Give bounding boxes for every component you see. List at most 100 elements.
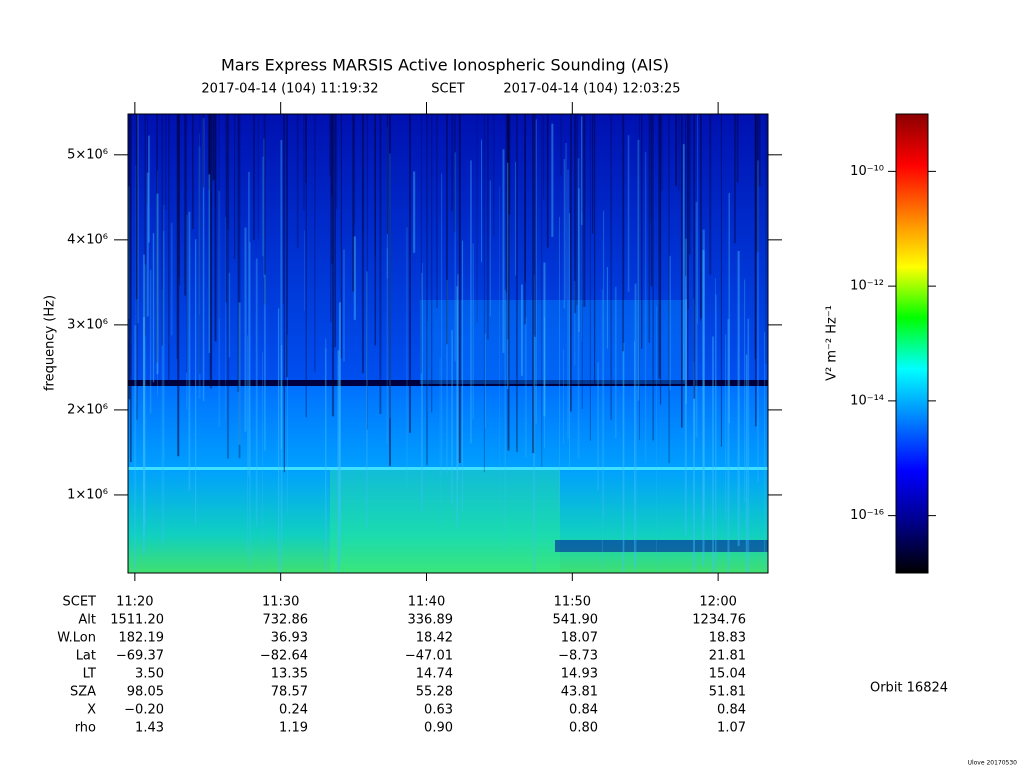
ephemeris-value: 541.90: [553, 613, 599, 628]
spectrogram-texture: [757, 160, 759, 482]
spectrogram-texture: [339, 301, 341, 564]
spectrogram-texture: [472, 243, 474, 420]
footer: Ulove 20170530: [968, 760, 1018, 767]
x-tick-label: 11:30: [262, 595, 299, 610]
spectrogram-texture: [374, 114, 376, 257]
spectrogram-texture: [420, 300, 685, 384]
ephemeris-value: 1234.76: [692, 613, 746, 628]
spectrogram-texture: [650, 114, 653, 287]
spectrogram-texture: [152, 233, 155, 383]
spectrogram-texture: [493, 114, 495, 237]
spectrogram-texture: [128, 467, 768, 470]
spectrogram-texture: [747, 318, 750, 573]
spectrogram-texture: [343, 249, 345, 362]
spectrogram-texture: [283, 114, 285, 473]
spectrogram-texture: [199, 133, 200, 316]
spectrogram-texture: [331, 114, 335, 417]
spectrogram-texture: [601, 289, 603, 573]
spectrogram-texture: [754, 114, 757, 427]
spectrogram-texture: [544, 317, 546, 448]
spectrogram-texture: [446, 114, 448, 345]
spectrogram-texture: [422, 262, 423, 501]
ephemeris-value: −47.01: [405, 649, 453, 664]
spectrogram-texture: [687, 114, 689, 380]
spectrogram-texture: [543, 114, 545, 200]
spectrogram-texture: [641, 114, 643, 349]
spectrogram-texture: [361, 114, 364, 374]
spectrogram-texture: [551, 123, 554, 237]
spectrogram-texture: [507, 162, 509, 390]
spectrogram-texture: [532, 114, 535, 454]
spectrogram-texture: [426, 321, 428, 412]
spectrogram-texture: [161, 114, 164, 346]
spectrogram-texture: [714, 278, 716, 567]
y-axis-label: frequency (Hz): [43, 295, 58, 391]
spectrogram-texture: [156, 193, 159, 375]
spectrogram-texture: [305, 114, 308, 418]
spectrogram-texture: [286, 114, 288, 378]
ephemeris-value: 0.84: [569, 703, 598, 718]
spectrogram-texture: [505, 114, 507, 293]
spectrogram-texture: [454, 152, 457, 362]
colorbar-frame: [895, 113, 929, 574]
spectrogram-texture: [420, 114, 422, 374]
spectrogram-texture: [188, 211, 191, 491]
spectrogram-texture: [700, 114, 701, 321]
spectrogram-texture: [194, 239, 197, 525]
spectrogram-texture: [304, 230, 305, 311]
spectrogram-texture: [456, 286, 458, 528]
ephemeris-value: 14.74: [416, 667, 453, 682]
spectrogram-texture: [743, 279, 746, 503]
spectrogram-texture: [650, 114, 652, 223]
spectrogram-texture: [305, 114, 307, 183]
ephemeris-value: 0.80: [569, 721, 598, 736]
x-tick-label: 11:20: [116, 595, 153, 610]
spectrogram-texture: [262, 156, 264, 257]
spectrogram-texture: [754, 114, 757, 360]
ephemeris-label: Alt: [78, 613, 96, 628]
spectrogram: [128, 114, 768, 573]
spectrogram-texture: [581, 116, 583, 226]
orbit-label: Orbit 16824: [870, 681, 948, 696]
spectrogram-texture: [656, 306, 657, 573]
ephemeris-value: −8.73: [558, 649, 598, 664]
spectrogram-texture: [135, 114, 138, 300]
spectrogram-texture: [248, 171, 250, 477]
spectrogram-texture: [227, 114, 229, 230]
spectrogram-texture: [362, 114, 364, 235]
spectrogram-texture: [421, 272, 423, 512]
spectrogram-texture: [225, 114, 227, 303]
spectrogram-texture: [736, 114, 739, 183]
spectrogram-texture: [186, 214, 188, 410]
spectrogram-texture: [560, 114, 562, 176]
spectrogram-texture: [331, 114, 333, 196]
chart-title: Mars Express MARSIS Active Ionospheric S…: [221, 56, 669, 75]
spectrogram-texture: [263, 274, 266, 451]
spectrogram-texture: [661, 114, 663, 191]
spectrogram-texture: [208, 114, 211, 175]
spectrogram-texture: [255, 258, 258, 528]
spectrogram-texture: [687, 114, 689, 310]
spectrogram-texture: [198, 146, 201, 399]
spectrogram-texture: [692, 298, 695, 573]
spectrogram-texture: [178, 114, 180, 285]
ephemeris-value: 21.81: [709, 649, 746, 664]
spectrogram-texture: [682, 144, 685, 381]
ephemeris-value: 0.24: [279, 703, 308, 718]
spectrogram-texture: [286, 334, 288, 515]
spectrogram-texture: [225, 217, 227, 421]
spectrogram-texture: [431, 114, 433, 413]
spectrogram-texture: [634, 283, 637, 567]
spectrogram-texture: [192, 114, 194, 230]
spectrogram-texture: [524, 114, 526, 325]
ephemeris-value: 0.84: [717, 703, 746, 718]
spectrogram-texture: [157, 170, 159, 396]
ephemeris-label: LT: [83, 667, 96, 682]
spectrogram-texture: [134, 325, 137, 573]
spectrogram-texture: [426, 114, 428, 466]
spectrogram-texture: [277, 308, 280, 573]
ephemeris-value: 51.81: [709, 685, 746, 700]
spectrogram-texture: [581, 212, 583, 342]
spectrogram-texture: [156, 114, 158, 363]
spectrogram-texture: [386, 247, 389, 444]
